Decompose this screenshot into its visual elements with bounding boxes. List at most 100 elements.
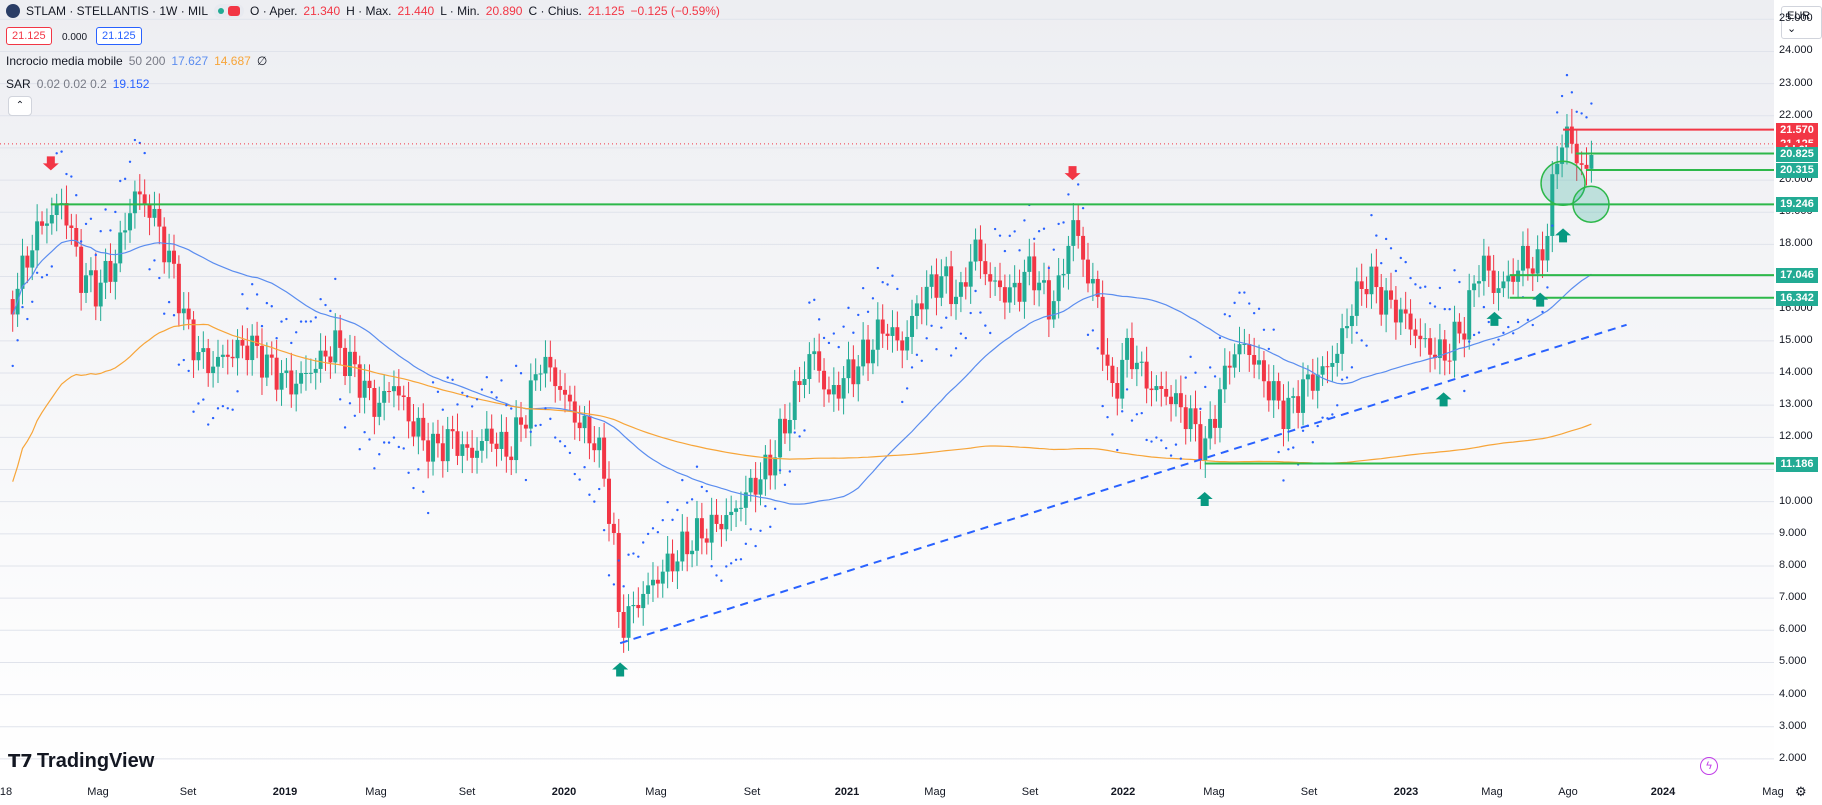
sar-dot [211,416,215,420]
bid-button[interactable]: 21.125 [6,27,52,45]
time-axis-label: Mag [1481,786,1503,798]
candle-body [1555,163,1560,175]
sar-dot [558,440,562,443]
candle-body [240,339,245,346]
sar-dot [725,565,728,568]
candle-body [533,374,538,381]
sar-dot [265,301,269,305]
candle-body [279,373,284,390]
indicator-ma-extra: ∅ [256,54,268,68]
candle-body [1193,408,1198,425]
candle-body [137,191,142,195]
candle-body [30,250,35,268]
candle-body [421,417,426,441]
ask-button[interactable]: 21.125 [96,27,142,45]
candle-body [743,492,748,508]
candle-body [108,260,113,282]
sar-dot [519,372,523,375]
arrow-up-icon [1532,292,1549,307]
sar-dot [167,300,171,304]
sar-dot [338,398,342,401]
candle-body [1520,245,1525,271]
candle-body [1012,282,1017,288]
candle-body [895,327,900,341]
symbol-title[interactable]: STLAM · STELLANTIS · 1W · MIL [26,4,209,18]
candle-body [1467,290,1472,340]
candle-body [553,367,558,387]
candle-body [558,386,563,390]
candle-body [1452,321,1457,361]
sar-dot [119,179,122,183]
candle-body [308,372,313,374]
candle-body [929,274,934,287]
candle-body [1462,333,1467,340]
sar-dot [539,423,542,427]
sar-dot [1345,376,1349,379]
candle-body [919,303,924,310]
candle-body [1144,361,1149,389]
candle-body [1222,365,1227,390]
arrow-up-icon [1435,392,1452,407]
sar-dot [1546,286,1549,289]
sar-dot [461,391,464,394]
candle-body [401,395,406,398]
time-axis-label: Set [1021,786,1039,798]
candle-body [978,239,983,262]
candle-body [680,531,685,562]
candle-body [40,221,45,226]
candle-body [1169,396,1174,405]
candle-body [778,418,783,458]
candle-body [675,561,680,572]
candle-body [621,611,626,638]
sar-dot [70,175,73,178]
sar-dot [847,306,850,310]
sar-dot [1438,286,1442,290]
sar-dot [1252,311,1256,315]
candle-body [1428,338,1433,355]
sar-dot [529,430,532,434]
sar-dot [827,341,831,345]
candle-body [826,389,831,395]
sar-dot [236,390,239,393]
time-axis-label: Ago [1558,786,1578,798]
sar-dot [1243,291,1246,294]
candle-body [768,454,773,476]
sar-dot [402,447,405,450]
price-axis-label: 25.000 [1779,12,1813,25]
sar-dot [1067,193,1070,196]
sar-dot [920,359,923,362]
indicator-sar[interactable]: SAR 0.02 0.02 0.2 19.152 [6,77,149,91]
lightning-icon[interactable]: ϟ [1700,757,1718,775]
candle-body [616,532,621,612]
sar-dot [1033,237,1036,241]
sar-dot [426,511,430,515]
candle-body [704,538,709,543]
candle-body [142,194,147,205]
candle-body [215,356,220,367]
candle-body [729,511,734,516]
candle-body [1301,379,1306,413]
candle-body [1164,388,1169,397]
time-axis-label: Mag [645,786,667,798]
sar-dot [612,583,616,586]
candle-body [352,351,357,365]
sar-dot [1125,388,1129,391]
sar-dot [1502,331,1505,335]
sar-dot [1164,446,1168,450]
sar-dot [1184,376,1187,379]
sar-dot [617,559,620,562]
sar-dot [554,436,557,439]
price-axis-label: 24.000 [1779,44,1813,57]
candle-body [1340,328,1345,354]
settings-icon[interactable]: ⚙ [1795,784,1807,799]
candle-body [504,431,509,457]
tradingview-logo[interactable]: 𝗧𝟳 TradingView [8,750,154,773]
indicator-ma-cross[interactable]: Incrocio media mobile 50 200 17.627 14.6… [6,54,267,68]
sar-dot [109,229,112,232]
sar-dot [133,138,137,142]
collapse-legend-button[interactable]: ⌃ [8,96,32,116]
candle-body [1564,126,1569,148]
market-status-icon[interactable] [214,4,245,18]
price-tag: 20.825 [1776,146,1818,162]
